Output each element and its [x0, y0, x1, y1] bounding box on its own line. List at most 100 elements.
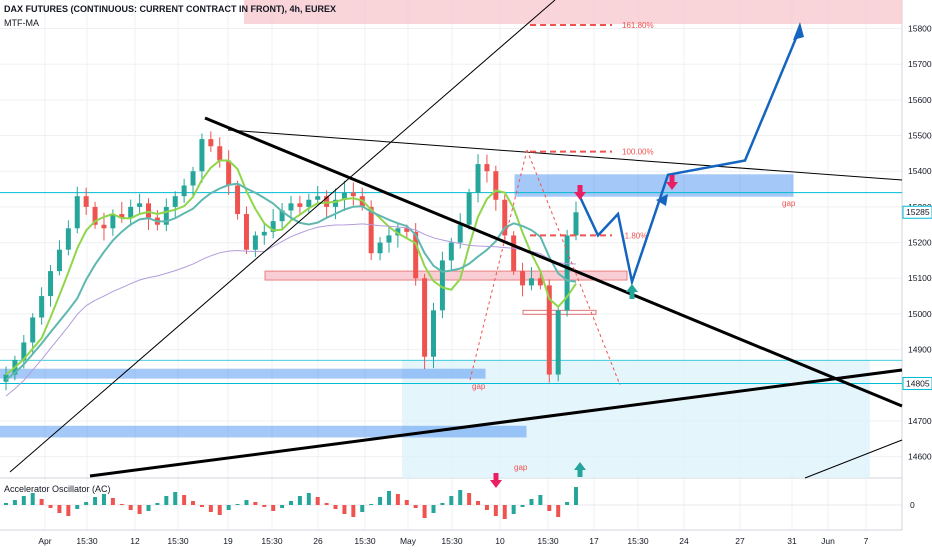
projection-arrowhead: [793, 22, 804, 40]
osc-zero-label: 0: [910, 500, 915, 510]
time-tick-label: May: [400, 536, 417, 546]
candle-body: [350, 192, 356, 197]
osc-bar: [476, 501, 481, 505]
osc-bar: [271, 505, 276, 511]
buy-arrow-icon: [626, 284, 638, 292]
candle-body: [493, 171, 499, 200]
osc-bar: [173, 492, 178, 505]
osc-bar: [235, 504, 240, 505]
osc-bar: [502, 505, 507, 519]
candle-body: [413, 231, 419, 279]
osc-bar: [360, 505, 365, 512]
sell-arrow-icon-osc: [490, 480, 502, 488]
marked-price-badge: [902, 376, 932, 390]
candle-body: [235, 185, 241, 215]
candle-body: [146, 203, 151, 218]
time-tick-label: 15:30: [76, 536, 98, 546]
osc-bar: [404, 500, 409, 505]
time-tick-label: 12: [130, 536, 140, 546]
candle-body: [573, 212, 579, 236]
gap-label: gap: [782, 199, 796, 208]
candle-body: [252, 235, 258, 250]
gap-zone-lower: [0, 425, 527, 438]
osc-bar: [440, 503, 445, 505]
ma-mid-line: [5, 182, 577, 381]
diagonal-support-line: [9, 0, 556, 473]
osc-bar: [431, 505, 436, 513]
osc-bar: [110, 498, 115, 505]
osc-bar: [574, 487, 578, 505]
ma-slow-line: [5, 223, 577, 397]
candle-body: [546, 285, 552, 375]
osc-bar: [155, 503, 160, 505]
gap-label: gap: [472, 382, 486, 391]
fib-level-label: 100.00%: [622, 148, 654, 157]
projection-arrowhead-mid: [656, 194, 668, 206]
time-tick-label: 15:30: [441, 536, 463, 546]
osc-bar: [493, 505, 498, 516]
price-tick-label: 14600: [908, 452, 932, 462]
candle-body: [199, 139, 205, 172]
fib-fan-right: [526, 149, 621, 386]
price-tick-label: 15500: [908, 131, 932, 141]
time-tick-label: 7: [864, 536, 869, 546]
candle-body: [466, 192, 472, 225]
candle-body: [163, 206, 169, 225]
candle-body: [386, 235, 392, 243]
candle-body: [74, 196, 80, 229]
candle-body: [404, 228, 410, 232]
osc-bar: [324, 503, 329, 505]
time-tick-label: Jun: [821, 536, 835, 546]
candle-body: [181, 185, 187, 197]
osc-bar: [467, 493, 472, 505]
osc-bar: [164, 496, 169, 505]
osc-bar: [484, 505, 489, 510]
fib-level-label: -1.80%: [622, 231, 647, 240]
candle-body: [208, 139, 214, 147]
sell-arrow-icon-stem: [577, 185, 583, 192]
osc-bar: [21, 496, 26, 505]
time-tick-label: 15:30: [537, 536, 559, 546]
osc-bar: [556, 505, 561, 517]
candle-body: [555, 310, 561, 375]
candle-body: [261, 231, 267, 236]
osc-bar: [315, 497, 320, 505]
candle-body: [279, 210, 285, 222]
current-price-label: 15285: [906, 207, 930, 217]
osc-bar: [93, 497, 98, 505]
osc-bar: [101, 494, 106, 505]
sell-arrow-icon-osc-stem: [493, 473, 499, 480]
candle-body: [190, 171, 196, 186]
candle-body: [564, 235, 570, 311]
osc-bar: [48, 505, 53, 508]
buy-arrow-icon-stem: [629, 292, 635, 299]
osc-bar: [422, 505, 427, 518]
descending-trendline: [204, 116, 903, 408]
candle-body: [502, 199, 508, 236]
price-tick-label: 14700: [908, 416, 932, 426]
candle-body: [377, 242, 383, 254]
osc-bar: [369, 504, 374, 505]
osc-bar: [4, 503, 8, 505]
indicator-label: MTF-MA: [4, 18, 39, 28]
osc-bar: [262, 505, 267, 507]
osc-bar: [12, 500, 17, 505]
osc-bar: [146, 505, 151, 511]
candle-body: [528, 278, 534, 286]
candle-body: [368, 206, 374, 254]
osc-bar: [529, 499, 534, 505]
osc-bar: [342, 505, 347, 514]
price-tick-label: 15700: [908, 59, 932, 69]
time-tick-label: 15:30: [354, 536, 376, 546]
osc-bar: [351, 505, 356, 517]
sell-arrow-icon-2-stem: [669, 175, 675, 182]
candle-body: [243, 214, 249, 250]
osc-bar: [226, 505, 231, 510]
buy-arrow-icon-osc-stem: [577, 470, 583, 477]
current-price-badge: [902, 205, 932, 219]
price-tick-label: 15200: [908, 238, 932, 248]
buy-arrow-icon-osc: [574, 462, 586, 470]
candle-body: [431, 310, 436, 357]
